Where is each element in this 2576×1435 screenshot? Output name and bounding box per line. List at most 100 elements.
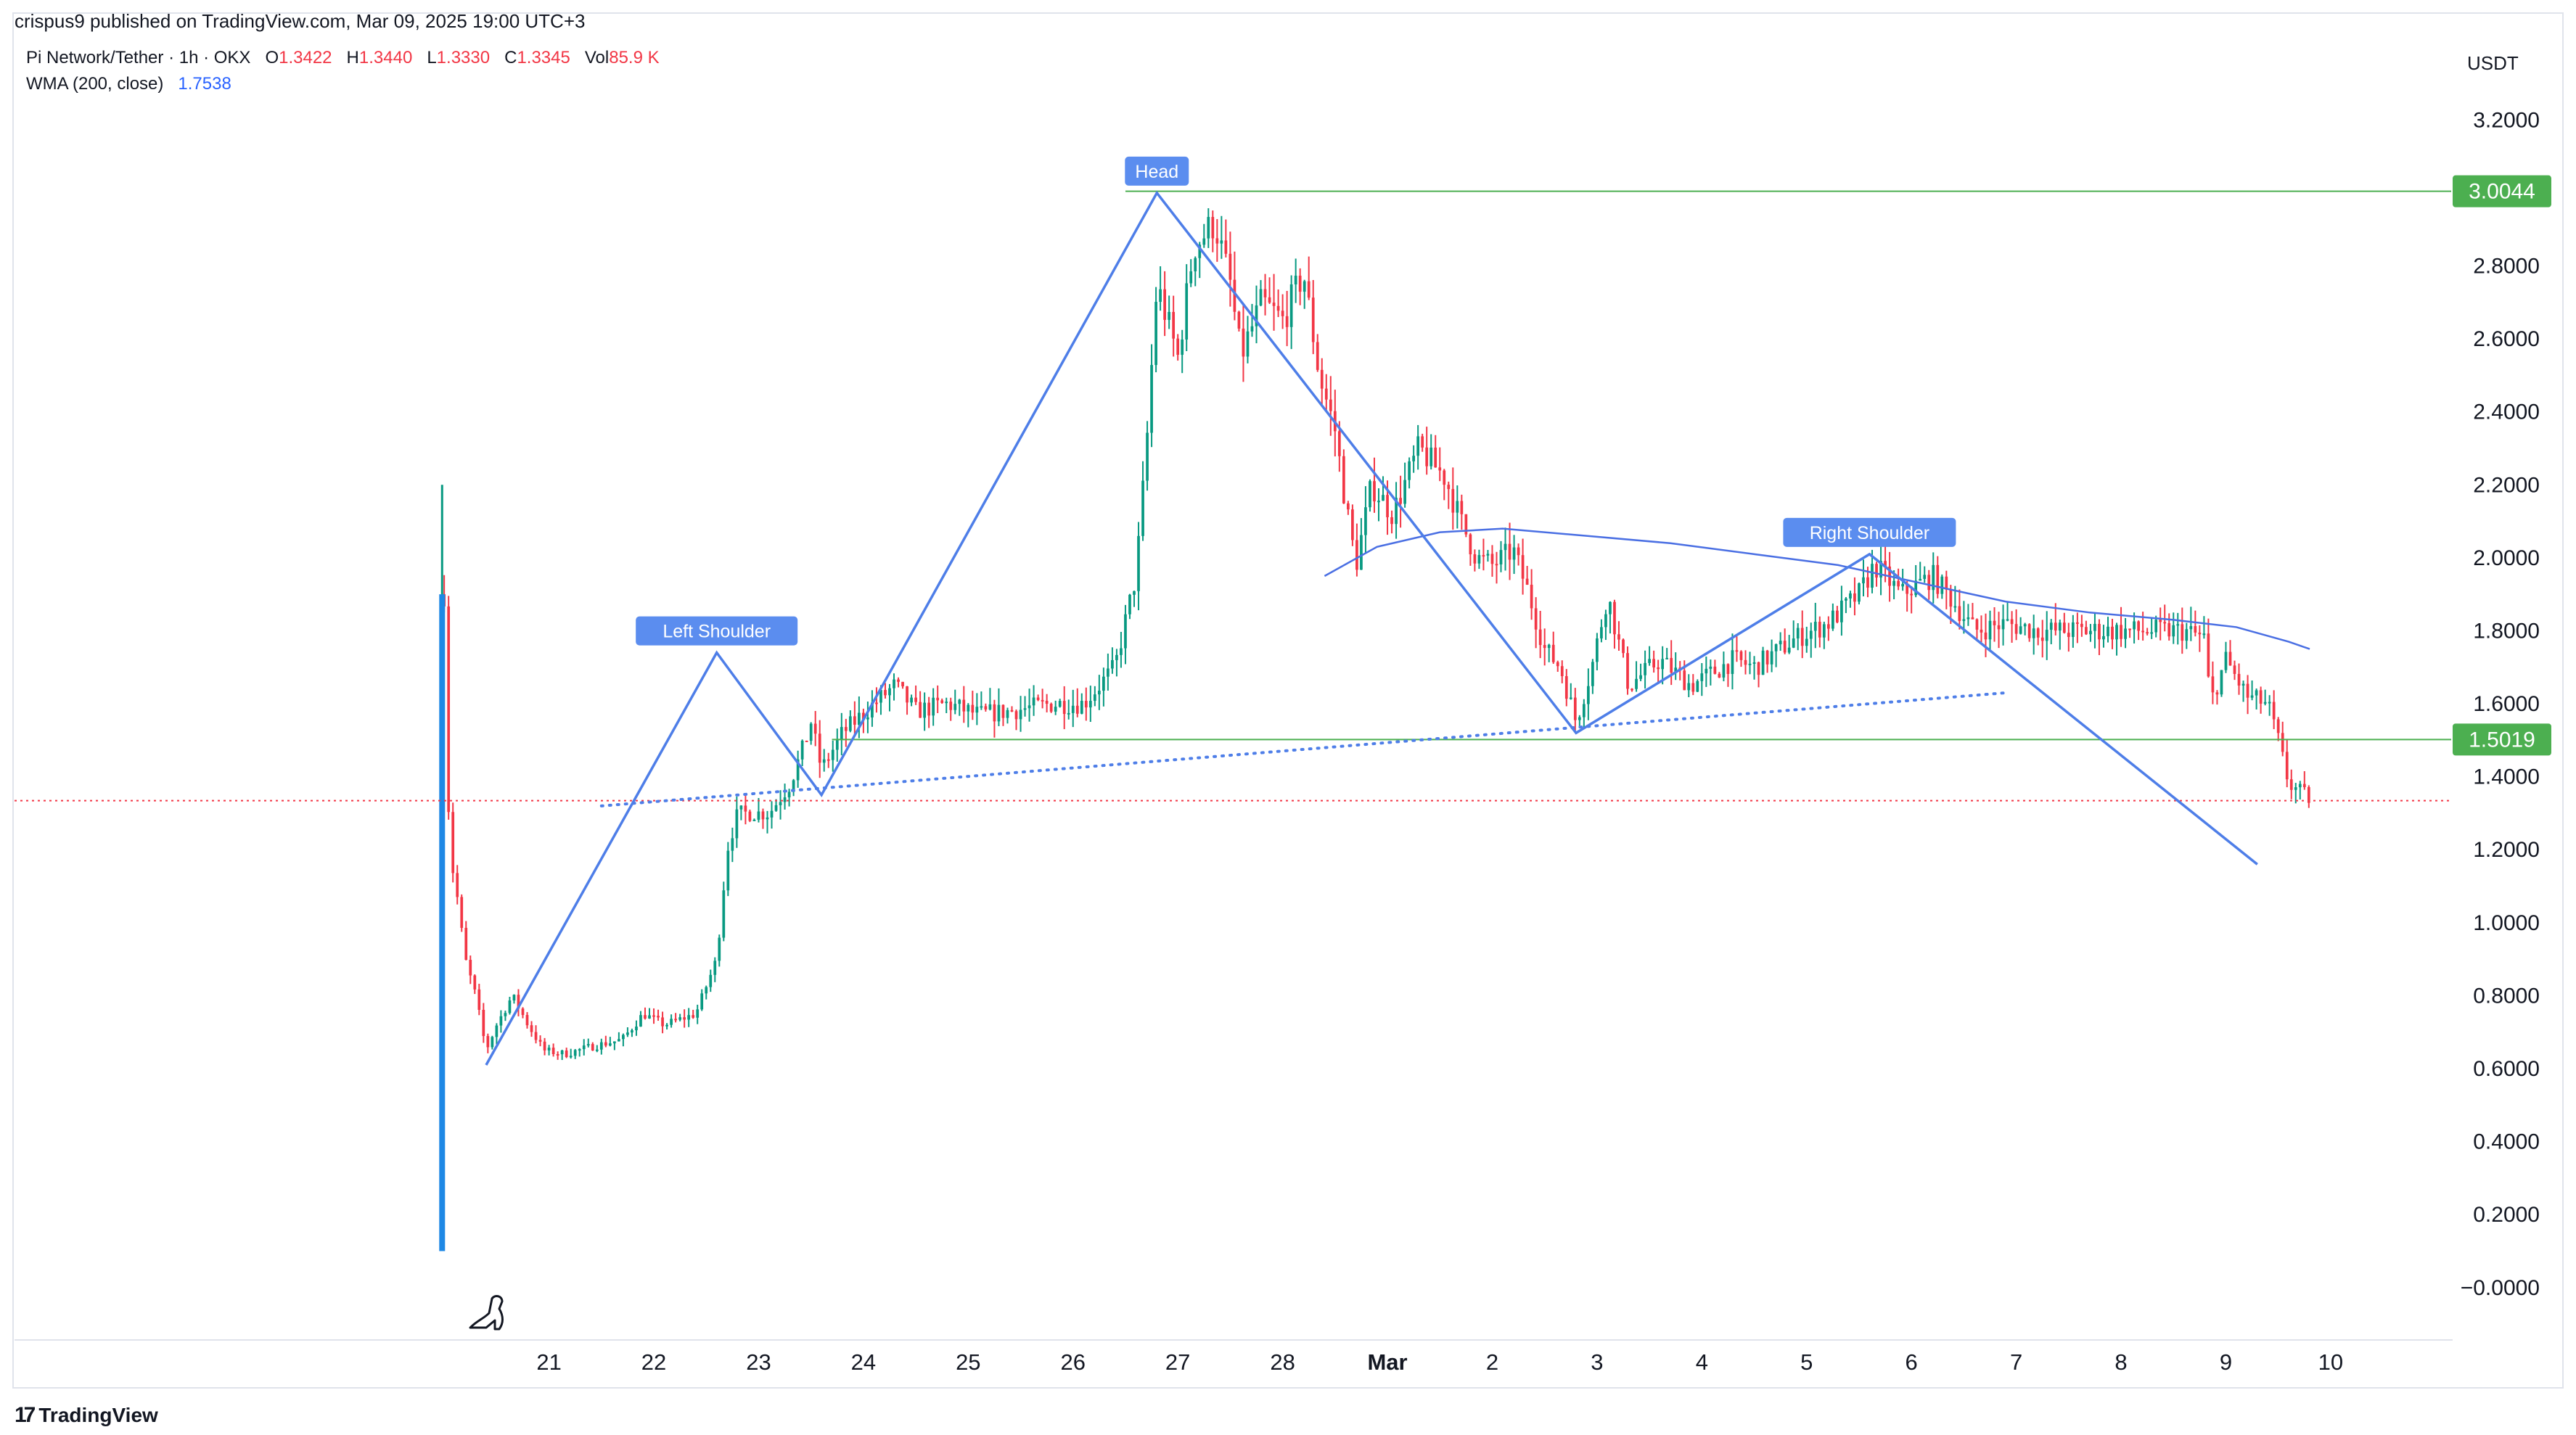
symbol-name[interactable]: Pi Network/Tether · 1h · OKX: [26, 48, 251, 67]
candle-body: [1490, 554, 1494, 564]
candle-body: [626, 1032, 629, 1035]
candle-body: [858, 712, 861, 725]
candle-body: [1709, 666, 1712, 669]
candle-body: [1840, 600, 1843, 622]
candle-body: [932, 697, 935, 716]
candle-body: [840, 727, 843, 739]
tradingview-brand[interactable]: 17 TradingView: [15, 1403, 158, 1428]
candle-body: [2224, 651, 2228, 670]
y-tick-label: 2.0000: [2473, 546, 2540, 570]
open-value: 1.3422: [279, 48, 332, 67]
candle-body: [560, 1050, 564, 1055]
y-tick-label: 1.2000: [2473, 838, 2540, 862]
candle-body: [866, 717, 869, 720]
candle-body: [1521, 555, 1525, 579]
candle-body: [844, 727, 848, 731]
candle-body: [1163, 289, 1166, 320]
candle-body: [2211, 676, 2215, 693]
candle-body: [1761, 650, 1765, 675]
candle-body: [766, 817, 769, 820]
high-label: H: [346, 48, 359, 67]
y-tick-label: 2.6000: [2473, 327, 2540, 351]
y-tick-label: 0.4000: [2473, 1130, 2540, 1154]
candle-body: [1185, 283, 1189, 340]
candle-body: [1062, 701, 1066, 715]
candle-body: [1364, 507, 1367, 535]
candle-body: [1591, 662, 1594, 686]
candle-body: [1648, 659, 1651, 663]
candle-body: [2307, 787, 2310, 803]
symbol-legend: Pi Network/Tether · 1h · OKX O1.3422 H1.…: [26, 48, 660, 68]
candle-body: [2019, 626, 2022, 634]
candle-body: [1207, 217, 1210, 239]
candle-body: [665, 1024, 668, 1027]
y-tick-label: 1.4000: [2473, 765, 2540, 789]
neckline: [599, 691, 2008, 807]
candle-body: [2189, 626, 2193, 630]
candle-body: [988, 704, 992, 710]
candle-body: [1556, 662, 1559, 667]
wma-label[interactable]: WMA (200, close): [26, 74, 164, 94]
candle-body: [1744, 659, 1747, 665]
candle-body: [735, 809, 739, 839]
candle-body: [687, 1015, 691, 1020]
x-tick-label: 7: [2010, 1349, 2022, 1375]
candle-body: [1482, 555, 1485, 557]
candle-body: [1281, 311, 1284, 316]
candle-body: [1369, 481, 1371, 508]
candle-body: [1805, 638, 1808, 646]
candle-body: [1980, 629, 1983, 633]
candle-body: [525, 1015, 529, 1026]
x-tick-label: 22: [641, 1349, 666, 1375]
pattern-label-text: Right Shoulder: [1810, 523, 1929, 543]
candle-body: [2093, 623, 2096, 631]
level-price-tag: [2453, 723, 2551, 756]
candle-body: [2085, 627, 2088, 635]
candle-body: [1298, 275, 1302, 292]
tradingview-logo-icon: 17: [15, 1403, 36, 1427]
candle-body: [639, 1015, 642, 1027]
candle-body: [1097, 691, 1101, 695]
candle-body: [612, 1041, 616, 1044]
candle-body: [1757, 662, 1760, 675]
x-tick-label: 25: [956, 1349, 980, 1375]
candle-body: [1045, 700, 1049, 704]
candle-body: [971, 704, 975, 713]
x-tick-label: 3: [1591, 1349, 1603, 1375]
candle-body: [1543, 645, 1546, 649]
candle-body: [2163, 622, 2167, 624]
candle-body: [962, 699, 966, 712]
candle-body: [692, 1015, 695, 1018]
candle-body: [460, 897, 464, 928]
candle-body: [940, 700, 944, 703]
candle-body: [722, 890, 726, 938]
close-label: C: [504, 48, 517, 67]
candle-body: [1945, 576, 1948, 590]
candle-body: [1303, 281, 1306, 292]
candle-body: [618, 1039, 620, 1042]
candle-body: [1705, 668, 1708, 674]
candle-body: [2202, 633, 2206, 636]
candle-body: [1932, 564, 1935, 591]
candle-body: [1626, 653, 1629, 689]
candle-body: [1189, 271, 1193, 284]
candle-body: [530, 1025, 533, 1032]
chart-frame: [12, 12, 2564, 1389]
candle-body: [731, 838, 734, 851]
candle-body: [1534, 608, 1538, 630]
candle-body: [1041, 699, 1044, 702]
candle-body: [1386, 495, 1389, 517]
candle-body: [1233, 279, 1236, 312]
candle-body: [622, 1035, 625, 1040]
candle-body: [1600, 627, 1603, 638]
candle-body: [2040, 637, 2044, 641]
candle-body: [1892, 580, 1895, 586]
candle-body: [1202, 238, 1206, 245]
candle-body: [700, 993, 704, 1010]
candle-body: [835, 739, 839, 750]
candle-body: [1220, 240, 1223, 244]
candle-body: [953, 704, 957, 710]
candle-body: [1831, 610, 1834, 629]
candle-body: [914, 697, 917, 702]
